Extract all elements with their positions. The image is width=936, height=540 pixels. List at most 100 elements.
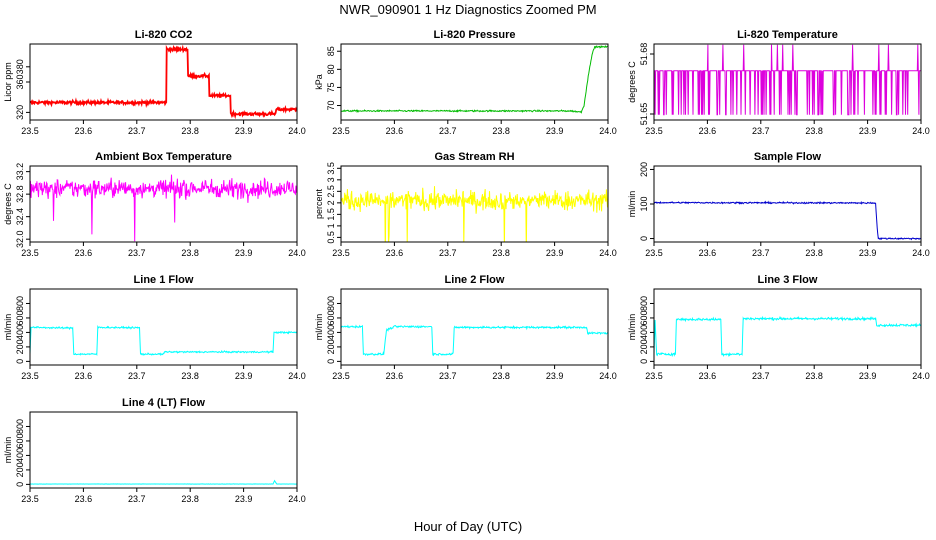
y-tick-label-boxtemp: 32.8: [15, 185, 25, 203]
x-tick-label-pressure: 23.5: [332, 126, 350, 136]
x-tick-label-rh: 24.0: [599, 248, 617, 258]
series-line-pressure: [341, 44, 608, 114]
y-tick-label-line3: 800: [639, 296, 649, 311]
panel-co2: Li-820 CO2 23.5 23.6 23.7 23.8 23.9 24.0 320 360…: [3, 29, 306, 136]
x-tick-label-temperature: 23.7: [752, 126, 770, 136]
panel-title-co2: Li-820 CO2: [135, 29, 192, 41]
x-tick-label-co2: 23.6: [75, 126, 93, 136]
x-tick-label-rh: 23.9: [546, 248, 564, 258]
x-tick-label-line2: 23.6: [386, 371, 404, 381]
x-tick-label-line3: 23.5: [645, 371, 663, 381]
x-tick-label-co2: 23.8: [181, 126, 199, 136]
x-tick-label-sampleflow: 23.8: [805, 248, 823, 258]
x-tick-label-temperature: 23.9: [859, 126, 877, 136]
plot-frame-line4: [29, 411, 298, 489]
y-tick-label-line4: 600: [15, 433, 25, 448]
y-tick-label-line3: 600: [639, 310, 649, 325]
y-tick-label-sampleflow: 100: [639, 196, 649, 211]
x-tick-label-temperature: 23.8: [805, 126, 823, 136]
x-tick-label-boxtemp: 23.8: [181, 248, 199, 258]
x-tick-label-line1: 23.8: [181, 371, 199, 381]
plot-frame-pressure: [340, 43, 609, 121]
panel-title-line2: Line 2 Flow: [445, 274, 505, 286]
panel-title-line3: Line 3 Flow: [758, 274, 818, 286]
y-tick-label-line3: 200: [639, 339, 649, 354]
x-tick-label-line2: 23.7: [439, 371, 457, 381]
y-axis-label-line2: ml/min: [314, 314, 324, 341]
figure-title: NWR_090901 1 Hz Diagnostics Zoomed PM: [339, 2, 596, 17]
y-tick-label-sampleflow: 200: [639, 162, 649, 177]
y-tick-label-rh: 3: [326, 177, 336, 182]
y-tick-label-line1: 400: [15, 325, 25, 340]
y-axis-label-temperature: degrees C: [627, 61, 637, 103]
x-tick-label-temperature: 23.6: [699, 126, 717, 136]
x-tick-label-pressure: 23.7: [439, 126, 457, 136]
series-line-line3: [654, 315, 921, 358]
y-axis-label-co2: Licor ppm: [3, 62, 13, 102]
y-tick-label-rh: 0.5: [326, 231, 336, 244]
y-tick-label-line1: 600: [15, 310, 25, 325]
x-tick-label-sampleflow: 23.7: [752, 248, 770, 258]
y-tick-label-line2: 400: [326, 325, 336, 340]
panel-title-sampleflow: Sample Flow: [754, 151, 822, 163]
x-tick-label-co2: 24.0: [288, 126, 306, 136]
x-tick-label-boxtemp: 23.7: [128, 248, 146, 258]
y-tick-label-line4: 800: [15, 419, 25, 434]
y-tick-label-line1: 0: [15, 359, 25, 364]
y-tick-label-boxtemp: 33.2: [15, 163, 25, 181]
plot-frame-line2: [340, 288, 609, 366]
series-line-temperature: [654, 44, 921, 116]
y-tick-label-line4: 400: [15, 448, 25, 463]
x-tick-label-rh: 23.8: [492, 248, 510, 258]
y-tick-label-line2: 800: [326, 296, 336, 311]
y-tick-label-line3: 400: [639, 325, 649, 340]
y-tick-label-rh: 2: [326, 200, 336, 205]
panel-line4: Line 4 (LT) Flow 23.5 23.6 23.7 23.8 23.9 24.0…: [3, 397, 306, 504]
y-tick-label-line3: 0: [639, 359, 649, 364]
x-tick-label-line3: 24.0: [912, 371, 930, 381]
x-tick-label-temperature: 24.0: [912, 126, 930, 136]
x-tick-label-line1: 23.9: [235, 371, 253, 381]
series-line-line2: [341, 324, 608, 357]
panel-title-line1: Line 1 Flow: [134, 274, 194, 286]
y-tick-label-pressure: 85: [326, 46, 336, 56]
y-tick-label-line1: 200: [15, 339, 25, 354]
plot-frame-rh: [340, 165, 609, 243]
x-tick-label-pressure: 23.8: [492, 126, 510, 136]
x-tick-label-line2: 23.8: [492, 371, 510, 381]
series-line-line4: [30, 479, 297, 485]
series-line-rh: [341, 186, 608, 242]
plot-frame-boxtemp: [29, 165, 298, 243]
x-tick-label-sampleflow: 23.6: [699, 248, 717, 258]
x-tick-label-line4: 23.8: [181, 494, 199, 504]
x-tick-label-pressure: 23.6: [386, 126, 404, 136]
y-tick-label-boxtemp: 32.0: [15, 230, 25, 248]
panel-line1: Line 1 Flow 23.5 23.6 23.7 23.8 23.9 24.0 0 2004…: [3, 274, 306, 381]
x-tick-label-line2: 23.9: [546, 371, 564, 381]
figure-xlabel: Hour of Day (UTC): [414, 519, 522, 534]
x-tick-label-line1: 23.7: [128, 371, 146, 381]
panel-title-rh: Gas Stream RH: [434, 151, 514, 163]
x-tick-label-line4: 23.6: [75, 494, 93, 504]
y-tick-label-rh: 1.5: [326, 208, 336, 221]
x-tick-label-line1: 23.5: [21, 371, 39, 381]
y-tick-label-temperature: 51.65: [639, 103, 649, 126]
x-tick-label-line3: 23.8: [805, 371, 823, 381]
x-tick-label-line4: 23.9: [235, 494, 253, 504]
x-tick-label-line3: 23.6: [699, 371, 717, 381]
x-tick-label-boxtemp: 23.9: [235, 248, 253, 258]
plot-frame-line3: [653, 288, 922, 366]
y-axis-label-boxtemp: degrees C: [3, 183, 13, 225]
x-tick-label-sampleflow: 24.0: [912, 248, 930, 258]
panel-sampleflow: Sample Flow 23.5 23.6 23.7 23.8 23.9 24.0 0 100 2…: [627, 151, 930, 258]
y-tick-label-line4: 0: [15, 482, 25, 487]
panel-title-boxtemp: Ambient Box Temperature: [95, 151, 232, 163]
x-tick-label-boxtemp: 23.6: [75, 248, 93, 258]
plot-frame-sampleflow: [653, 165, 922, 243]
y-axis-label-rh: percent: [314, 188, 324, 219]
x-tick-label-sampleflow: 23.9: [859, 248, 877, 258]
panel-title-pressure: Li-820 Pressure: [434, 29, 516, 41]
plot-frame-temperature: [653, 43, 922, 121]
y-tick-label-line2: 200: [326, 339, 336, 354]
